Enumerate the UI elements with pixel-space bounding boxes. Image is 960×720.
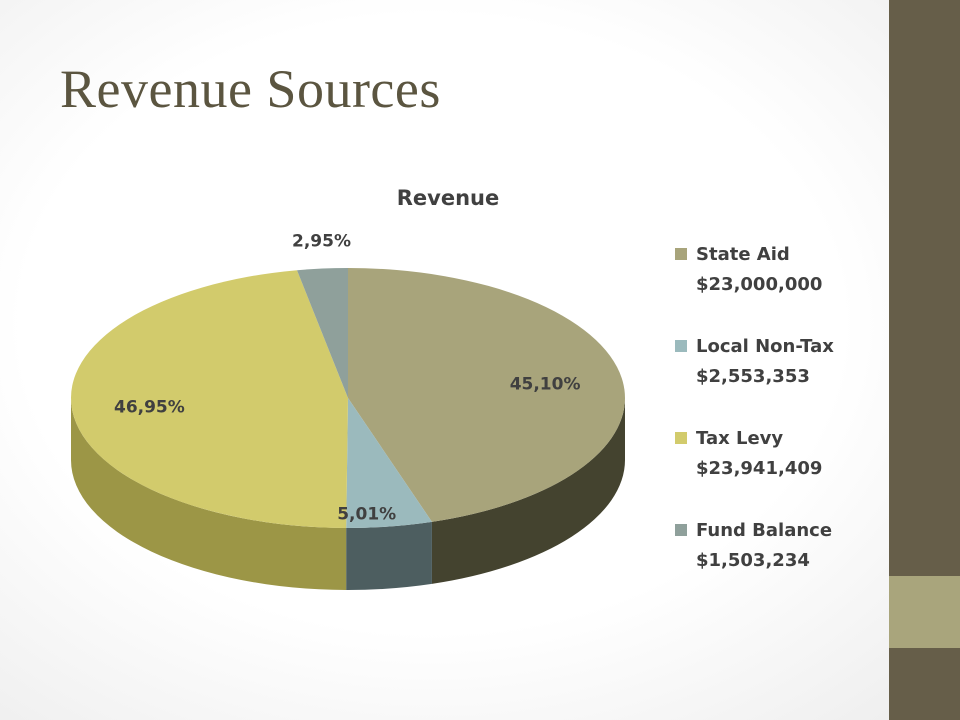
sidebar-accent-middle bbox=[889, 576, 960, 648]
legend-entry-3: Tax Levy $23,941,409 bbox=[675, 428, 822, 479]
legend-swatch bbox=[675, 432, 687, 444]
legend-label: Local Non-Tax bbox=[696, 336, 834, 357]
legend-entry-1: State Aid $23,000,000 bbox=[675, 244, 822, 295]
pie-data-labels: 45,10% 5,01% 46,95% 2,95% bbox=[114, 232, 581, 525]
revenue-pie-chart: Revenue 45,10% 5,01% 46,95% 2,95% State Aid… bbox=[71, 186, 834, 590]
legend-swatch bbox=[675, 524, 687, 536]
chart-title: Revenue bbox=[397, 186, 500, 210]
pie-top-faces bbox=[71, 268, 625, 528]
legend-swatch bbox=[675, 248, 687, 260]
sidebar-accent-bottom bbox=[889, 648, 960, 720]
legend-entry-2: Local Non-Tax $2,553,353 bbox=[675, 336, 834, 387]
legend-amount: $23,000,000 bbox=[696, 274, 822, 295]
legend-swatch bbox=[675, 340, 687, 352]
pie-data-label-3: 46,95% bbox=[114, 397, 185, 417]
sidebar-accent-top bbox=[889, 0, 960, 576]
legend-amount: $23,941,409 bbox=[696, 458, 822, 479]
pie-side-2 bbox=[346, 521, 432, 590]
pie-slice-3 bbox=[71, 270, 348, 528]
pie-side-3 bbox=[71, 398, 347, 590]
pie-slice-2 bbox=[346, 398, 432, 528]
pie-data-label-2: 5,01% bbox=[337, 505, 396, 525]
legend-label: Fund Balance bbox=[696, 520, 832, 541]
legend-label: Tax Levy bbox=[696, 428, 783, 449]
legend-amount: $1,503,234 bbox=[696, 550, 810, 571]
legend-entry-4: Fund Balance $1,503,234 bbox=[675, 520, 832, 571]
pie-slice-4 bbox=[296, 268, 348, 398]
legend-amount: $2,553,353 bbox=[696, 366, 810, 387]
pie-side-walls bbox=[71, 398, 625, 590]
pie-data-label-4: 2,95% bbox=[292, 232, 351, 252]
pie-data-label-1: 45,10% bbox=[510, 375, 581, 395]
legend-label: State Aid bbox=[696, 244, 790, 265]
chart-legend: State Aid $23,000,000 Local Non-Tax $2,553,… bbox=[675, 244, 834, 571]
pie-side-1 bbox=[431, 398, 625, 584]
pie-slice-1 bbox=[348, 268, 625, 522]
slide-title: Revenue Sources bbox=[60, 59, 441, 119]
